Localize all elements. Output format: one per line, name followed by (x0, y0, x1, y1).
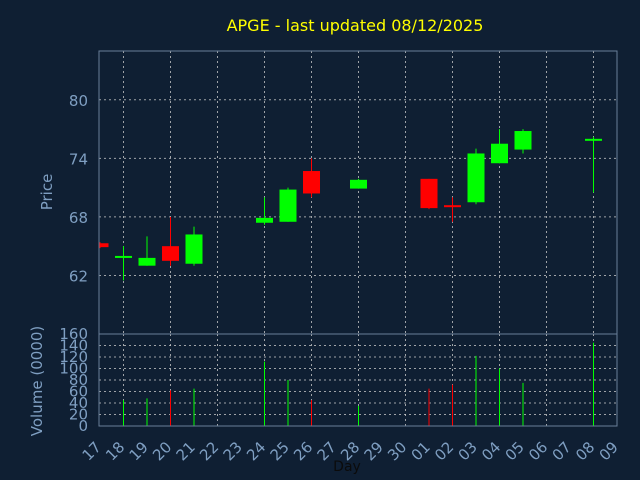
candle-body (514, 131, 532, 150)
volume-bars (123, 342, 594, 426)
price-axis-label: Price (38, 174, 56, 211)
price-tick-label: 80 (69, 92, 88, 110)
candle-body (185, 234, 203, 264)
volume-tick-label: 140 (59, 337, 88, 355)
chart-title: APGE - last updated 08/12/2025 (227, 16, 484, 35)
candle-body (585, 138, 602, 141)
volume-tick-label: 40 (69, 394, 88, 412)
x-tick-label: 09 (596, 438, 622, 464)
candle-body (256, 217, 273, 223)
x-tick-label: 29 (361, 438, 387, 464)
volume-grid (99, 334, 617, 426)
candle-body (138, 257, 156, 266)
price-tick-label: 62 (69, 267, 88, 285)
price-grid (99, 51, 617, 334)
candle-body (279, 189, 297, 222)
x-tick-label: 02 (431, 438, 457, 464)
x-tick-label: 03 (455, 438, 481, 464)
candle-body (444, 205, 461, 208)
x-tick-label: 22 (196, 438, 222, 464)
x-tick-label: 26 (290, 438, 316, 464)
volume-tick-label: 160 (59, 325, 88, 343)
price-tick-label: 68 (69, 209, 88, 227)
x-tick-label: 30 (384, 438, 410, 464)
volume-panel-frame (98, 333, 618, 427)
x-tick-label: 04 (478, 438, 504, 464)
candle-body (100, 243, 109, 248)
x-tick-label: 06 (525, 438, 551, 464)
volume-tick-label: 0 (78, 417, 88, 435)
x-tick-label: 20 (149, 438, 175, 464)
x-tick-label: 05 (502, 438, 528, 464)
x-tick-label: 25 (267, 438, 293, 464)
x-tick-label: 18 (102, 438, 128, 464)
volume-tick-label: 120 (59, 348, 88, 366)
volume-tick-label: 60 (69, 383, 88, 401)
x-tick-label: 07 (549, 438, 575, 464)
x-tick-label: 17 (79, 438, 105, 464)
price-tick-label: 74 (69, 150, 88, 168)
x-tick-label: 19 (126, 438, 152, 464)
candle-body (115, 255, 132, 258)
price-y-ticks: 62 68 74 80 (69, 92, 88, 286)
volume-tick-label: 100 (59, 360, 88, 378)
x-axis-label: Day (333, 459, 361, 475)
x-tick-label: 24 (243, 438, 269, 464)
x-tick-label: 21 (173, 438, 199, 464)
x-tick-label: 01 (408, 438, 434, 464)
volume-axis-label: Volume (0000) (28, 326, 46, 436)
candle-body (350, 179, 367, 189)
volume-tick-label: 80 (69, 371, 88, 389)
candle-body (420, 178, 438, 209)
candle-body (491, 143, 508, 164)
candle-body (467, 153, 485, 203)
candle-body (303, 171, 320, 194)
x-tick-label: 08 (572, 438, 598, 464)
x-tick-label: 23 (220, 438, 246, 464)
volume-tick-label: 20 (69, 406, 88, 424)
candles (99, 129, 602, 281)
candle-body (162, 246, 179, 261)
